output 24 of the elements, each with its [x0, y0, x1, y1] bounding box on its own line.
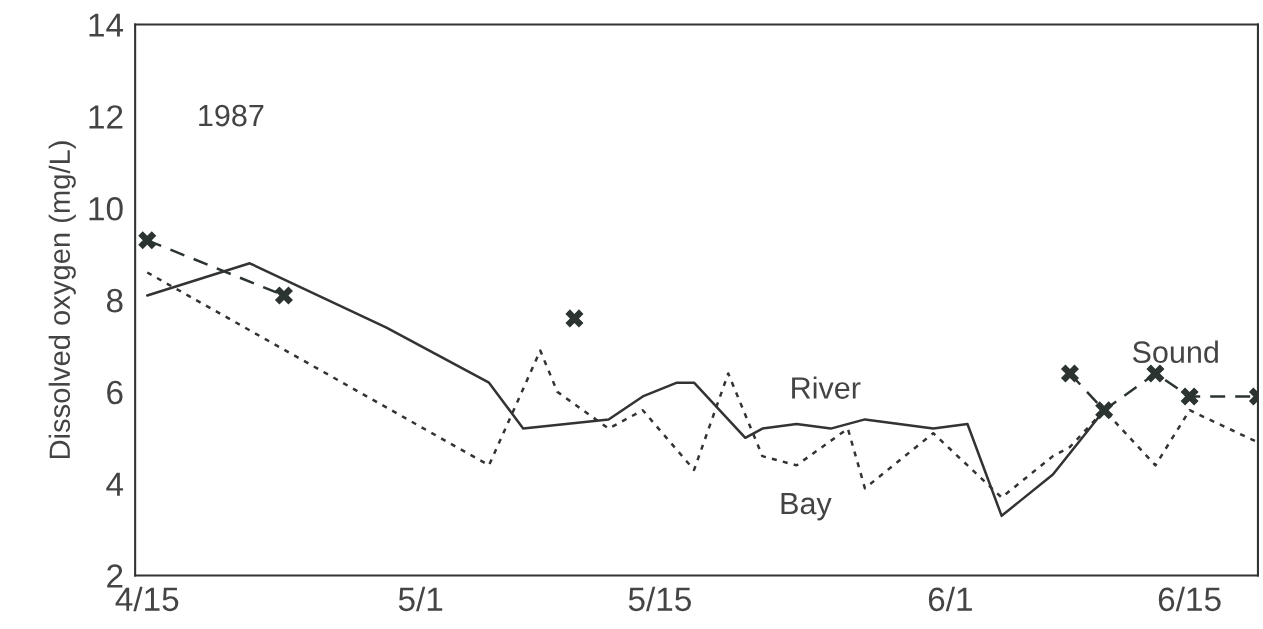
x-tick-label: 6/15 [1158, 586, 1221, 612]
y-tick-label: 14 [89, 13, 124, 37]
y-tick-label: 10 [89, 197, 123, 221]
y-tick-label: 4 [106, 472, 124, 496]
point [1095, 401, 1114, 420]
point [565, 309, 584, 328]
annotation: 1987 [199, 104, 264, 127]
x-tick-label: 5/15 [628, 586, 691, 612]
y-tick-label: 8 [106, 288, 123, 313]
point [1060, 364, 1080, 383]
point [138, 231, 157, 250]
series-label: River [792, 376, 861, 399]
x-tick-label: 4/15 [115, 586, 179, 612]
x-tick-label: 6/1 [928, 586, 972, 612]
x-tick-label: 5/1 [398, 586, 443, 612]
series-label: Bay [781, 493, 832, 521]
y-tick-label: 2 [107, 564, 123, 588]
y-tick-label: 6 [107, 380, 123, 405]
point [1146, 364, 1165, 383]
point [1180, 387, 1199, 406]
series-label: Sound [1132, 340, 1218, 363]
point [274, 286, 293, 305]
y-tick-label: 12 [89, 105, 123, 129]
y-axis-title: Dissolved oxygen (mg/L) [48, 141, 76, 459]
